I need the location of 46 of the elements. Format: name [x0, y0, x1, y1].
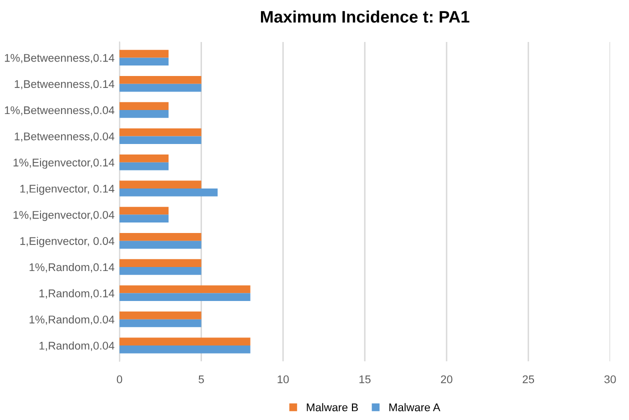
x-tick-label: 20	[440, 375, 452, 384]
bar	[120, 50, 169, 58]
y-tick-label: 1%,Betweenness,0.04	[4, 106, 114, 116]
bar	[120, 136, 202, 144]
bar	[120, 285, 250, 294]
bar	[120, 267, 202, 275]
bar	[120, 128, 202, 136]
bar	[120, 214, 169, 223]
x-tick-label: 25	[522, 375, 534, 384]
bar	[120, 58, 169, 66]
bar	[120, 206, 169, 215]
y-tick-label: 1%,Random,0.14	[30, 262, 114, 272]
bar	[120, 102, 169, 110]
bar	[120, 180, 202, 189]
y-tick-label: 1,Eigenvector, 0.04	[20, 236, 114, 248]
bar	[120, 240, 202, 249]
y-tick-label: 1%,Betweenness,0.14	[4, 54, 114, 64]
bar	[120, 162, 169, 170]
y-tick-label: 1,Random,0.04	[40, 341, 114, 351]
x-tick-label: 0	[116, 375, 122, 384]
x-tick-label: 30	[604, 375, 616, 384]
bar	[120, 154, 169, 162]
bar	[120, 311, 202, 320]
bar	[120, 346, 250, 354]
x-tick-label: 15	[359, 375, 371, 384]
x-tick-label: 5	[198, 375, 204, 384]
x-tick-label: 10	[278, 375, 289, 384]
chart-title: Maximum Incidence t: PA1	[260, 10, 470, 23]
y-tick-label: 1,Betweenness,0.14	[14, 80, 114, 90]
bar	[120, 76, 202, 84]
y-tick-label: 1%,Eigenvector,0.14	[14, 158, 114, 169]
legend-label: Malware A	[389, 403, 440, 412]
bar	[120, 319, 202, 328]
y-tick-label: 1%,Random,0.04	[30, 315, 114, 325]
bar	[120, 232, 202, 241]
y-tick-label: 1%,Eigenvector,0.04	[14, 210, 114, 222]
bar	[120, 293, 250, 302]
bar	[120, 188, 218, 196]
bar	[120, 259, 202, 268]
y-tick-label: 1,Betweenness,0.04	[14, 132, 114, 142]
legend-label: Malware B	[306, 403, 358, 412]
bar	[120, 338, 250, 346]
y-tick-label: 1,Eigenvector, 0.14	[20, 184, 114, 195]
bar	[120, 110, 169, 118]
bar	[120, 84, 202, 92]
y-tick-label: 1,Random,0.14	[40, 289, 114, 299]
